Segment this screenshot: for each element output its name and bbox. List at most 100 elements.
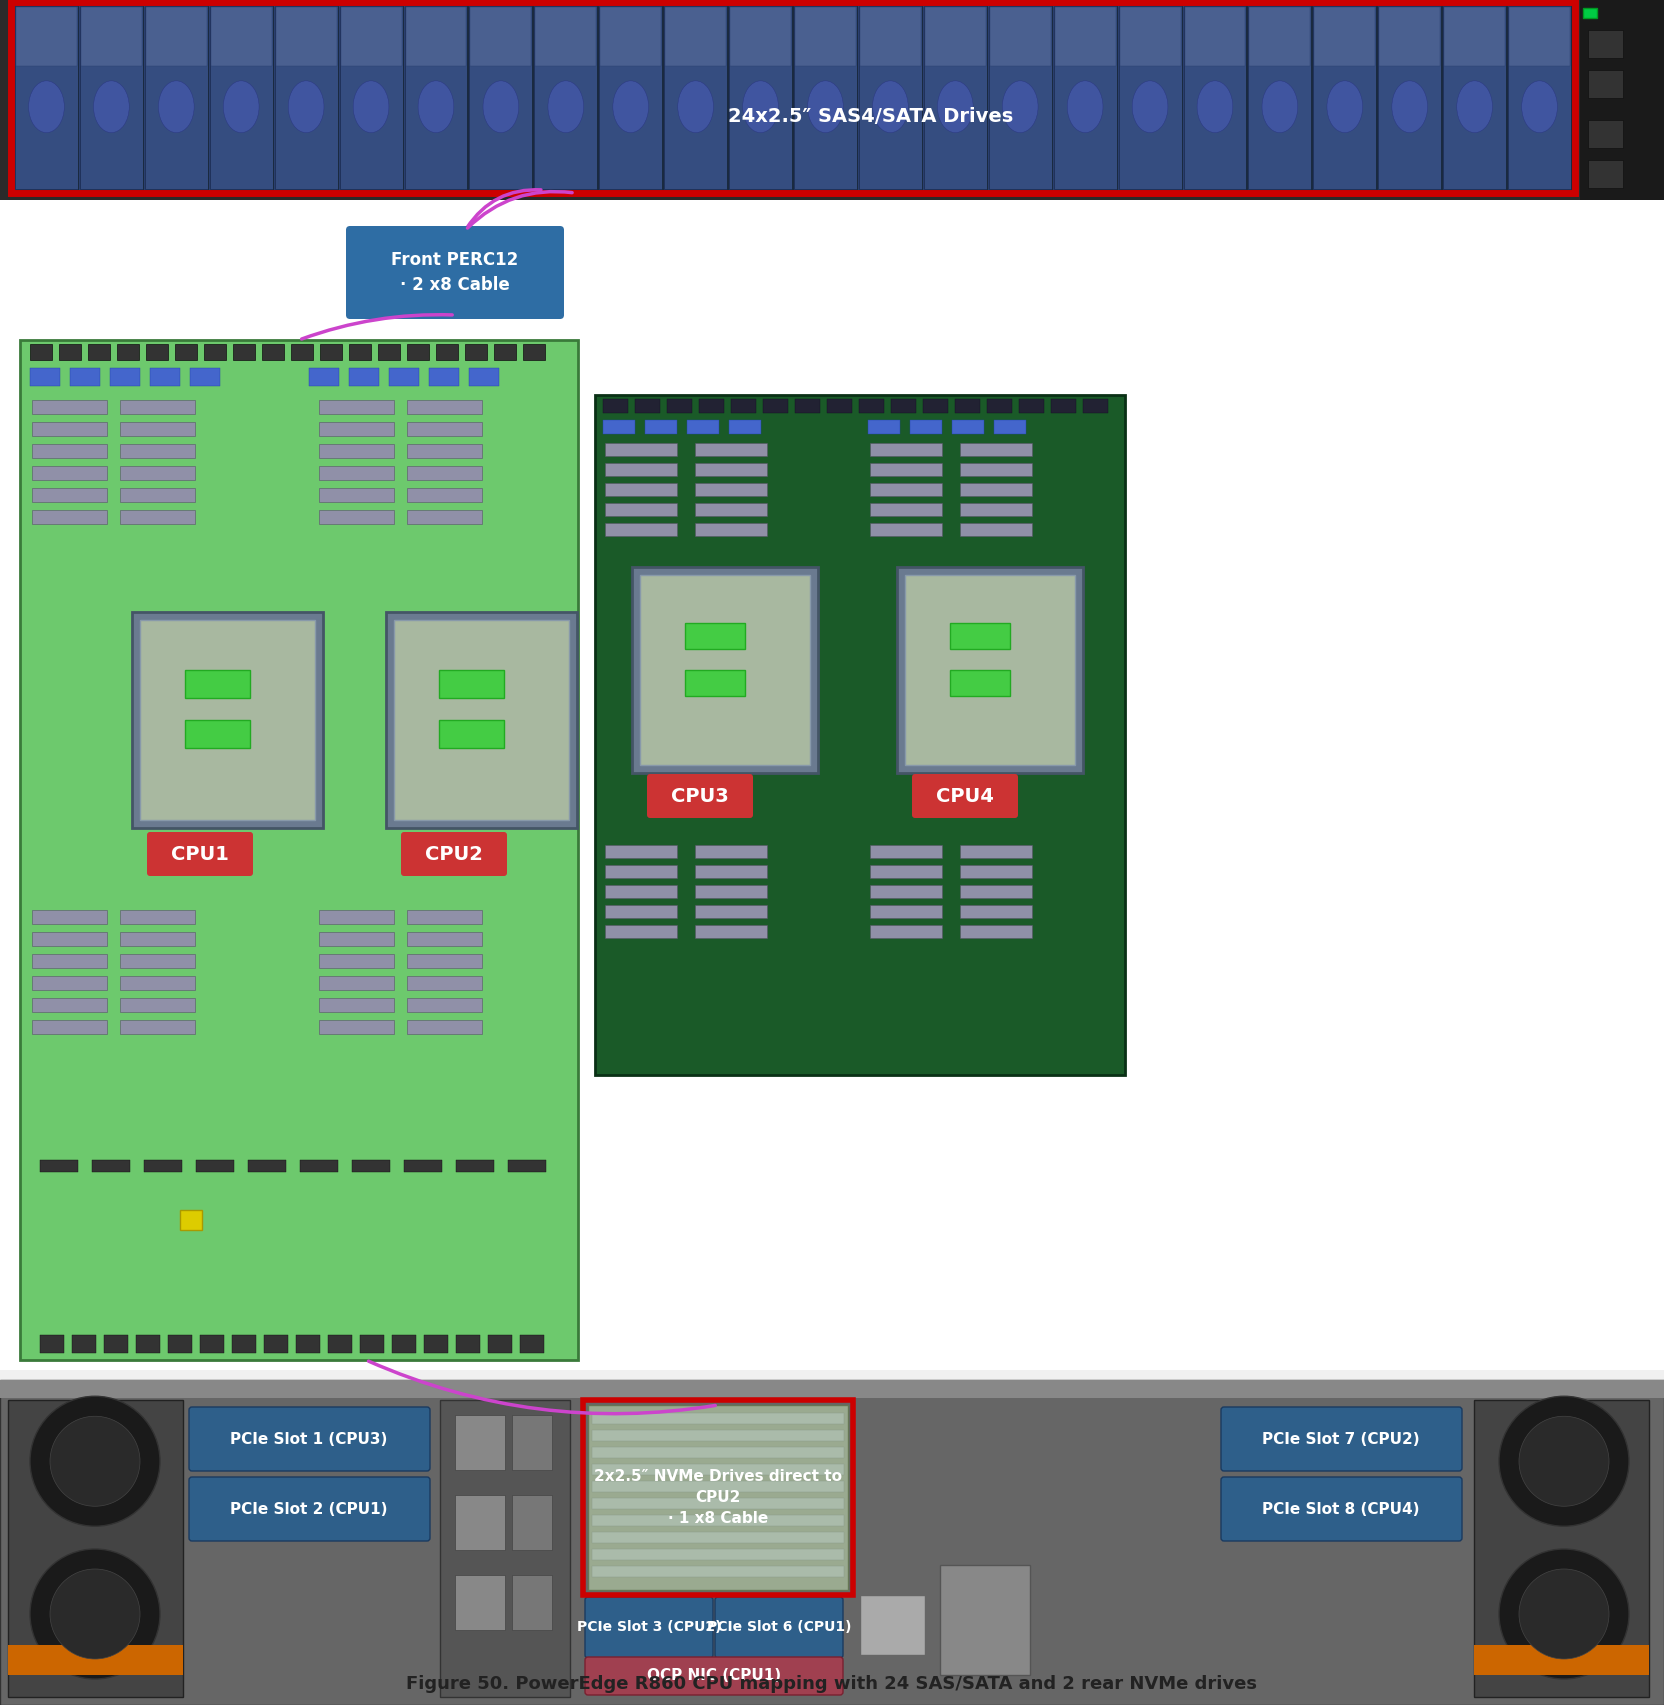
Bar bbox=[794, 7, 857, 189]
Bar bbox=[120, 975, 195, 991]
Bar bbox=[120, 510, 195, 523]
Bar bbox=[924, 7, 987, 189]
Bar bbox=[960, 464, 1032, 476]
Bar bbox=[1250, 7, 1310, 66]
Bar bbox=[110, 368, 140, 385]
Circle shape bbox=[30, 1396, 160, 1526]
FancyBboxPatch shape bbox=[716, 1598, 844, 1657]
Bar bbox=[686, 670, 745, 696]
Bar bbox=[940, 1565, 1030, 1674]
Bar bbox=[666, 7, 726, 66]
Bar bbox=[0, 1379, 1664, 1705]
Bar bbox=[319, 510, 394, 523]
Ellipse shape bbox=[1521, 80, 1558, 133]
Bar bbox=[696, 483, 767, 496]
Bar bbox=[120, 423, 195, 436]
Bar bbox=[592, 1413, 844, 1424]
Ellipse shape bbox=[1456, 80, 1493, 133]
Bar bbox=[58, 344, 82, 360]
Bar bbox=[870, 905, 942, 917]
Bar bbox=[319, 488, 394, 501]
Bar bbox=[319, 975, 394, 991]
Bar bbox=[408, 510, 483, 523]
Circle shape bbox=[30, 1550, 160, 1679]
Bar bbox=[636, 399, 661, 413]
Circle shape bbox=[1499, 1396, 1629, 1526]
Bar bbox=[408, 344, 429, 360]
Bar bbox=[596, 396, 1125, 1074]
Bar bbox=[408, 443, 483, 459]
Bar bbox=[296, 1335, 319, 1354]
Bar bbox=[646, 419, 677, 435]
Bar bbox=[606, 464, 677, 476]
Bar bbox=[40, 1159, 78, 1171]
Bar bbox=[185, 670, 250, 697]
Bar bbox=[602, 399, 627, 413]
Bar bbox=[120, 955, 195, 968]
Bar bbox=[924, 399, 948, 413]
Bar bbox=[696, 503, 767, 517]
Bar bbox=[319, 933, 394, 946]
Bar bbox=[513, 1575, 552, 1630]
Bar bbox=[519, 1335, 544, 1354]
Ellipse shape bbox=[937, 80, 973, 133]
Bar bbox=[1052, 399, 1077, 413]
Bar bbox=[439, 720, 504, 748]
Bar bbox=[960, 885, 1032, 899]
Bar bbox=[960, 443, 1032, 455]
Bar bbox=[592, 1550, 844, 1560]
Ellipse shape bbox=[483, 80, 519, 133]
Bar bbox=[606, 846, 677, 858]
Bar bbox=[587, 1405, 849, 1591]
Bar bbox=[1083, 399, 1108, 413]
Bar bbox=[993, 419, 1027, 435]
Bar bbox=[696, 905, 767, 917]
Bar bbox=[1581, 0, 1664, 199]
FancyBboxPatch shape bbox=[346, 227, 564, 319]
Text: 2x2.5″ NVMe Drives direct to
CPU2
· 1 x8 Cable: 2x2.5″ NVMe Drives direct to CPU2 · 1 x8… bbox=[594, 1470, 842, 1526]
Bar bbox=[32, 443, 106, 459]
Bar bbox=[180, 1211, 201, 1229]
Bar bbox=[32, 423, 106, 436]
Text: OCP NIC (CPU1): OCP NIC (CPU1) bbox=[647, 1669, 780, 1683]
Ellipse shape bbox=[677, 80, 714, 133]
FancyBboxPatch shape bbox=[190, 1407, 429, 1471]
Bar bbox=[897, 568, 1083, 772]
Bar bbox=[32, 465, 106, 481]
FancyBboxPatch shape bbox=[586, 1598, 712, 1657]
Bar bbox=[960, 846, 1032, 858]
Bar bbox=[17, 7, 77, 66]
Bar bbox=[32, 997, 106, 1013]
Bar bbox=[168, 1335, 191, 1354]
Bar bbox=[291, 344, 313, 360]
Bar bbox=[1474, 1645, 1649, 1674]
Bar bbox=[606, 503, 677, 517]
Bar bbox=[20, 339, 577, 1361]
Bar bbox=[905, 575, 1075, 766]
Bar bbox=[1315, 7, 1374, 66]
Text: Figure 50. PowerEdge R860 CPU mapping with 24 SAS/SATA and 2 rear NVMe drives: Figure 50. PowerEdge R860 CPU mapping wi… bbox=[406, 1674, 1258, 1693]
Bar bbox=[592, 1482, 844, 1492]
Bar bbox=[353, 1159, 389, 1171]
Bar bbox=[687, 419, 719, 435]
Bar bbox=[436, 344, 458, 360]
Bar bbox=[300, 1159, 338, 1171]
Bar bbox=[1587, 119, 1622, 148]
FancyBboxPatch shape bbox=[1221, 1407, 1463, 1471]
Ellipse shape bbox=[158, 80, 195, 133]
Bar bbox=[339, 7, 403, 189]
Bar bbox=[870, 926, 942, 938]
Bar bbox=[15, 7, 78, 189]
Bar bbox=[319, 344, 343, 360]
Bar bbox=[32, 401, 106, 414]
Bar bbox=[404, 1159, 443, 1171]
Bar bbox=[40, 1335, 63, 1354]
Bar bbox=[606, 905, 677, 917]
Bar bbox=[870, 885, 942, 899]
Bar bbox=[1379, 7, 1439, 66]
Bar bbox=[150, 368, 180, 385]
Bar bbox=[32, 975, 106, 991]
Bar bbox=[827, 399, 852, 413]
Bar bbox=[730, 7, 790, 66]
Bar bbox=[870, 483, 942, 496]
